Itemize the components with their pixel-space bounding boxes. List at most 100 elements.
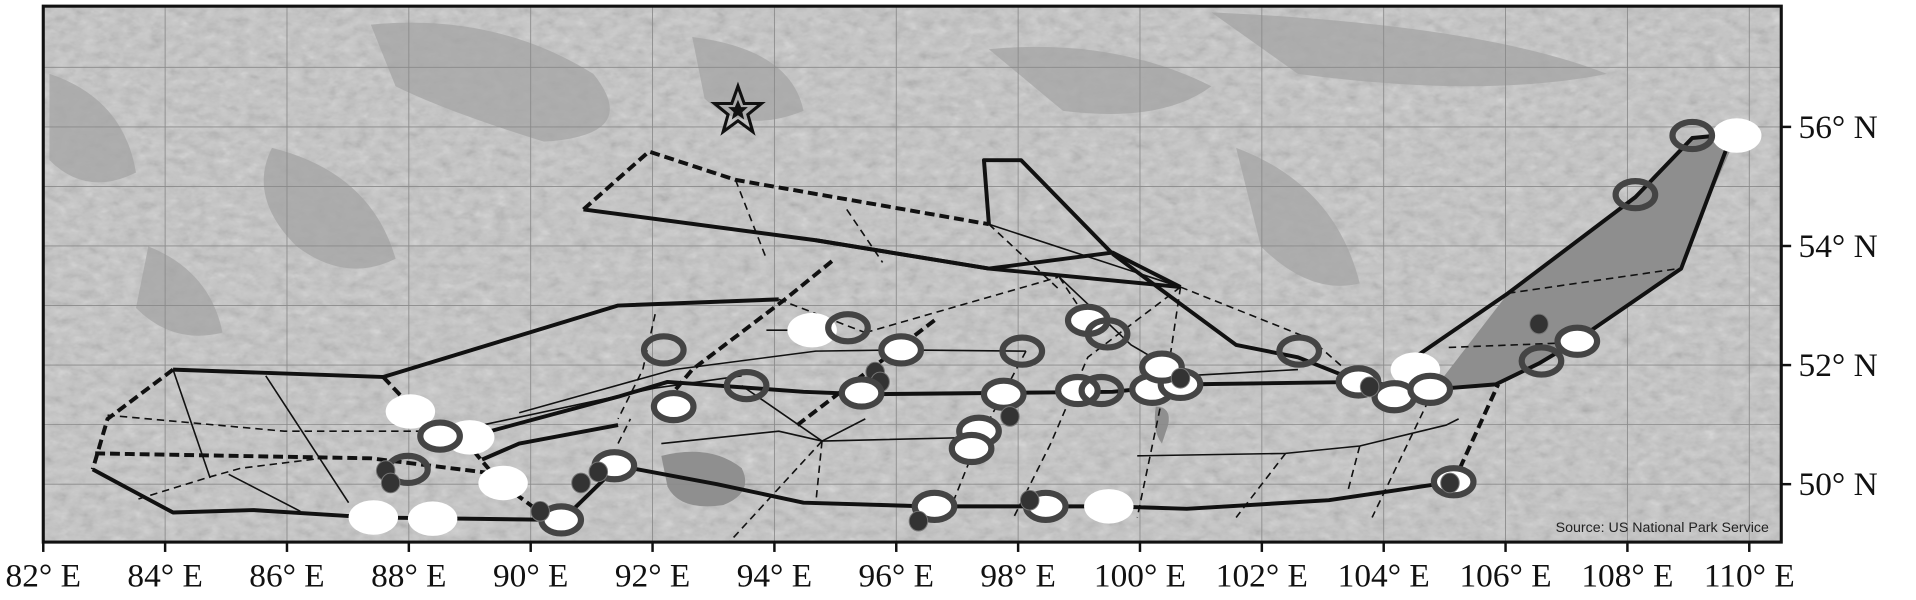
- y-tick-label: 54° N: [1799, 228, 1878, 265]
- site-ring-marker: [1518, 344, 1565, 378]
- site-white-marker: [478, 465, 528, 501]
- site-ring-marker: [1084, 317, 1131, 351]
- route-segment: [518, 349, 1026, 414]
- y-tick-label: 56° N: [1799, 109, 1878, 146]
- route-segment: [1346, 445, 1361, 494]
- x-tick-label: 84° E: [127, 557, 202, 594]
- y-tick-label: 50° N: [1799, 466, 1878, 503]
- x-tick-label: 108° E: [1581, 557, 1673, 594]
- site-ring-marker: [825, 311, 871, 345]
- x-tick-label: 94° E: [737, 557, 812, 594]
- site-ring-marker: [1276, 334, 1323, 368]
- route-segment: [815, 440, 823, 503]
- x-tick-label: 86° E: [249, 557, 324, 594]
- site-ring-marker: [1669, 118, 1716, 153]
- route-segment: [95, 451, 501, 477]
- route-segment: [821, 418, 866, 442]
- site-ring-marker: [417, 419, 463, 453]
- site-white-marker: [1084, 489, 1134, 524]
- site-ring-marker: [838, 376, 885, 410]
- site-dot: [571, 472, 591, 494]
- site-dot: [1170, 367, 1191, 389]
- site-white-marker: [348, 500, 399, 535]
- route-segment: [1136, 286, 1182, 518]
- site-markers: [348, 118, 1762, 537]
- route-segment: [172, 369, 211, 479]
- route-segment: [988, 223, 1181, 288]
- star-icon: [710, 81, 766, 136]
- lake-uvs: [661, 451, 746, 507]
- x-tick-label: 82° E: [6, 557, 81, 594]
- route-segment: [1235, 452, 1287, 518]
- site-ring-marker: [1554, 324, 1601, 358]
- x-tick-label: 104° E: [1338, 557, 1430, 594]
- route-segment: [1184, 368, 1298, 377]
- route-segment: [659, 259, 834, 408]
- site-dot: [908, 510, 929, 532]
- route-segment: [1186, 499, 1329, 510]
- route-segment: [617, 418, 632, 444]
- x-tick-label: 106° E: [1459, 557, 1551, 594]
- site-ring-marker: [1612, 178, 1659, 212]
- route-segment: [815, 238, 1181, 290]
- route-segment: [988, 223, 1062, 292]
- route-network: [90, 133, 1733, 543]
- route-segment: [481, 423, 619, 462]
- x-tick-label: 100° E: [1094, 557, 1186, 594]
- route-segment: [172, 297, 779, 379]
- site-ring-marker: [878, 333, 925, 367]
- site-dot: [588, 461, 609, 483]
- x-tick-label: 98° E: [980, 557, 1055, 594]
- x-tick-label: 92° E: [615, 557, 690, 594]
- site-ring-marker: [948, 431, 995, 466]
- map-frame: [41, 4, 1783, 544]
- site-white-marker: [385, 394, 436, 429]
- route-segment: [846, 208, 884, 263]
- route-segment: [728, 440, 823, 543]
- route-segment: [1507, 267, 1679, 295]
- site-ring-marker: [650, 389, 697, 424]
- axis-ticks: [42, 125, 1792, 552]
- site-white-marker: [1712, 118, 1762, 153]
- x-tick-label: 96° E: [859, 557, 934, 594]
- site-dot: [1440, 472, 1460, 494]
- route-segment: [1451, 383, 1500, 483]
- x-tick-label: 102° E: [1216, 557, 1308, 594]
- y-tick-label: 52° N: [1799, 347, 1878, 384]
- route-segment: [228, 473, 301, 513]
- route-segment: [107, 414, 421, 433]
- route-segment: [265, 375, 350, 504]
- route-segment: [1111, 252, 1361, 384]
- site-ring-marker: [980, 377, 1027, 411]
- site-ring-marker: [723, 368, 770, 403]
- site-dot: [1359, 376, 1380, 398]
- route-segment: [661, 430, 977, 445]
- site-ring-marker: [999, 334, 1046, 368]
- site-white-marker: [787, 312, 837, 348]
- site-dot: [530, 500, 550, 522]
- route-segment: [138, 457, 322, 500]
- longitude-labels: 82° E 84° E 86° E 88° E 90° E 92° E 94° E 96° E…: [6, 557, 1795, 594]
- site-dot: [1529, 313, 1549, 335]
- site-white-marker: [407, 501, 458, 536]
- route-segment: [617, 313, 656, 420]
- route-segment: [1395, 133, 1719, 372]
- site-ring-marker: [640, 333, 687, 367]
- site-ring-marker: [1407, 372, 1454, 406]
- site-dot: [1019, 489, 1040, 511]
- x-tick-label: 90° E: [493, 557, 568, 594]
- source-note: Source: US National Park Service: [1556, 520, 1769, 536]
- x-tick-label: 110° E: [1704, 557, 1795, 594]
- route-segment: [734, 179, 768, 260]
- x-tick-label: 88° E: [371, 557, 446, 594]
- site-ring-marker: [1078, 373, 1125, 408]
- route-segment: [778, 298, 866, 334]
- latitude-labels: 56° N 54° N 52° N 50° N: [1799, 109, 1878, 503]
- lake-baikal: [1433, 135, 1737, 390]
- route-segment: [865, 276, 1059, 334]
- route-segment: [481, 374, 742, 426]
- site-dot: [1000, 406, 1020, 427]
- route-segment: [981, 158, 1114, 256]
- site-dot: [380, 472, 401, 494]
